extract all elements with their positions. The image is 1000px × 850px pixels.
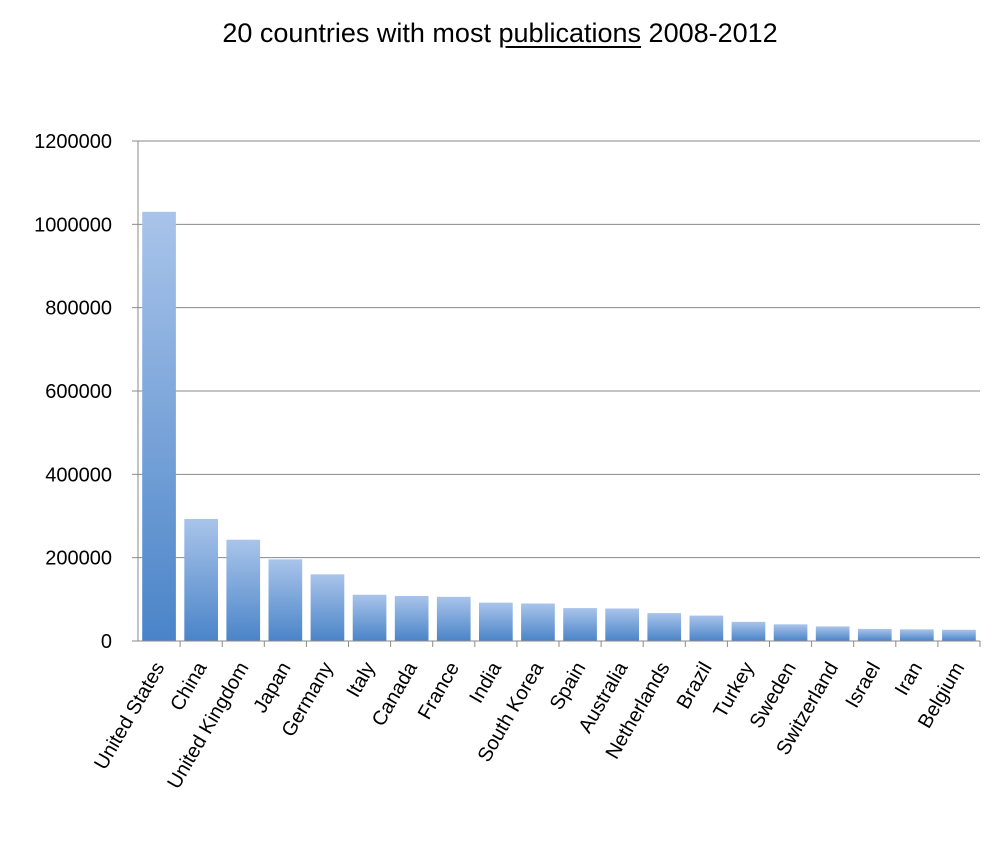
x-tick-label: Iran	[891, 659, 927, 700]
bar	[605, 608, 639, 641]
x-tick-label: Japan	[249, 659, 295, 717]
bar	[521, 603, 555, 641]
x-tick-label: Spain	[546, 659, 591, 714]
x-tick-label: China	[166, 658, 212, 715]
bar	[689, 615, 724, 641]
y-tick-label: 400000	[45, 464, 112, 486]
title-suffix: 2008-2012	[641, 18, 778, 48]
title-prefix: 20 countries with most	[222, 18, 499, 48]
chart-title: 20 countries with most publications 2008…	[0, 18, 1000, 49]
bar	[942, 629, 976, 641]
bar	[479, 602, 513, 641]
x-tick-label: United Kingdom	[163, 659, 253, 793]
x-tick-label: India	[465, 658, 506, 707]
bar	[268, 559, 303, 641]
bar	[731, 621, 766, 641]
y-tick-labels: 0 200000 400000 600000 800000 1000000 1200000	[34, 131, 112, 653]
bar	[563, 608, 597, 641]
x-tick-label: United States	[90, 659, 169, 774]
x-tick-label: France	[414, 659, 464, 724]
y-tick-label: 1200000	[34, 131, 112, 153]
bar	[647, 613, 682, 641]
bars	[142, 211, 976, 642]
bar	[815, 626, 850, 641]
y-tick-label: 0	[101, 631, 112, 653]
bar	[900, 629, 934, 641]
bar	[226, 539, 261, 641]
axes	[132, 140, 981, 647]
x-tick-label: Israel	[842, 659, 886, 712]
gridlines	[138, 140, 980, 559]
x-tick-label: Italy	[342, 659, 379, 702]
y-tick-label: 800000	[45, 298, 112, 320]
bar	[352, 594, 387, 641]
bar	[142, 211, 176, 642]
bar	[436, 596, 471, 641]
bar	[857, 628, 892, 641]
y-tick-label: 200000	[45, 548, 112, 570]
x-tick-label: Brazil	[673, 659, 717, 713]
y-tick-label: 1000000	[34, 214, 112, 236]
bar	[394, 596, 429, 641]
title-link-publications[interactable]: publications	[498, 18, 642, 48]
y-tick-label: 600000	[45, 381, 112, 403]
bar	[184, 518, 218, 641]
bar	[773, 624, 808, 641]
bar	[310, 574, 345, 641]
